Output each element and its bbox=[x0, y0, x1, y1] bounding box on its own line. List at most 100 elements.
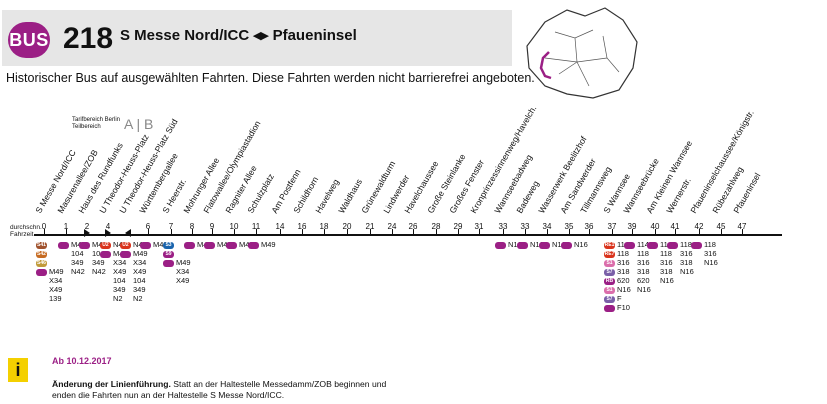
connection-line: 318 bbox=[660, 267, 673, 276]
line-badge: RB bbox=[604, 277, 615, 285]
connection-line: M49 bbox=[239, 240, 254, 249]
connection-line: 316 bbox=[617, 258, 630, 267]
spacer bbox=[36, 278, 47, 285]
route-map-icon bbox=[526, 7, 638, 99]
connection-line: 316 bbox=[637, 258, 650, 267]
spacer bbox=[79, 269, 90, 276]
line-badge: S41 bbox=[36, 241, 47, 249]
spacer bbox=[163, 278, 174, 285]
stop-tick bbox=[655, 229, 656, 235]
connection-line: 104 bbox=[71, 249, 84, 258]
stop-tick bbox=[742, 229, 743, 235]
stop-tick bbox=[458, 229, 459, 235]
connection-line: X34 bbox=[133, 258, 147, 267]
line-badge: S1 bbox=[604, 259, 615, 267]
connection-line: 620 bbox=[617, 276, 630, 285]
stop-minute: 9 bbox=[209, 222, 215, 231]
connection-line: X49 bbox=[49, 285, 63, 294]
line-badge: S1 bbox=[604, 286, 615, 294]
route-line bbox=[34, 234, 782, 236]
connection-line: F bbox=[617, 294, 622, 303]
connection-list: N16 bbox=[539, 240, 566, 249]
stop-minute: 45 bbox=[716, 222, 726, 231]
stop-minute: 31 bbox=[474, 222, 484, 231]
connection-line: 114 bbox=[637, 240, 649, 249]
connection-list: S41 S42 S46 M49 X34 X49 139 bbox=[36, 240, 64, 303]
connection-line: 118 bbox=[680, 240, 692, 249]
connection-line: 349 bbox=[71, 258, 84, 267]
route-title: S Messe Nord/ICC ◂▸ Pfaueninsel bbox=[120, 27, 357, 44]
stop-minute: 29 bbox=[453, 222, 463, 231]
stop-tick bbox=[612, 229, 613, 235]
stop-tick bbox=[44, 229, 45, 235]
stop-minute: 2 bbox=[84, 222, 90, 231]
connection-line: N16 bbox=[680, 267, 694, 276]
bus-icon bbox=[58, 241, 69, 249]
connection-line: N42 bbox=[113, 240, 127, 249]
bus-icon bbox=[184, 241, 195, 249]
spacer bbox=[624, 287, 635, 294]
header-bar bbox=[2, 10, 512, 66]
stop-minute: 37 bbox=[607, 222, 617, 231]
connection-list: M49 bbox=[226, 240, 254, 249]
line-badge: RE1 bbox=[604, 241, 615, 249]
stop-minute: 18 bbox=[319, 222, 329, 231]
stop-minute: 40 bbox=[650, 222, 660, 231]
connection-line: M49 bbox=[71, 240, 86, 249]
spacer bbox=[667, 269, 678, 276]
stop-tick bbox=[525, 229, 526, 235]
connection-line: X34 bbox=[176, 267, 190, 276]
stop-minute: 20 bbox=[342, 222, 352, 231]
connection-line: 118 bbox=[660, 249, 672, 258]
connection-line: M49 bbox=[49, 267, 64, 276]
line-badge: S7 bbox=[604, 295, 615, 303]
stop-minute: 7 bbox=[168, 222, 174, 231]
bus-icon bbox=[36, 268, 47, 276]
bus-icon bbox=[624, 241, 635, 249]
stop-tick bbox=[436, 229, 437, 235]
spacer bbox=[36, 287, 47, 294]
spacer bbox=[163, 269, 174, 276]
connection-line: 349 bbox=[113, 285, 126, 294]
stop-tick bbox=[192, 229, 193, 235]
connection-list: 114 118 316 318 N16 bbox=[647, 240, 674, 285]
connection-list: 114 118 316 318 620 N16 bbox=[624, 240, 651, 294]
spacer bbox=[58, 251, 69, 258]
line-badge: U2 bbox=[100, 241, 111, 249]
line-badge: RE7 bbox=[604, 250, 615, 258]
spacer bbox=[647, 278, 658, 285]
connection-line: N42 bbox=[133, 240, 147, 249]
direction-arrow-right bbox=[84, 229, 90, 237]
bus-icon bbox=[79, 241, 90, 249]
tariff-zones: A | B bbox=[124, 116, 154, 132]
bus-icon bbox=[667, 241, 678, 249]
line-badge: S3 bbox=[163, 241, 174, 249]
connection-line: 104 bbox=[133, 276, 146, 285]
connection-list: RE1 114 RE7 118 S1 316 S7 318 RB 620 S1 N16 S7 F F10 bbox=[604, 240, 631, 312]
connection-line: 114 bbox=[617, 240, 629, 249]
connection-line: N2 bbox=[133, 294, 143, 303]
connection-line: F10 bbox=[617, 303, 630, 312]
spacer bbox=[624, 251, 635, 258]
connection-line: N42 bbox=[92, 267, 106, 276]
spacer bbox=[79, 251, 90, 258]
spacer bbox=[100, 269, 111, 276]
spacer bbox=[624, 278, 635, 285]
stop-minute: 21 bbox=[365, 222, 375, 231]
connection-line: X34 bbox=[113, 258, 127, 267]
connection-line: 316 bbox=[660, 258, 673, 267]
line-badge: U2 bbox=[120, 241, 131, 249]
stop-minute: 16 bbox=[297, 222, 307, 231]
connection-line: 349 bbox=[133, 285, 146, 294]
spacer bbox=[79, 260, 90, 267]
connection-line: N42 bbox=[71, 267, 85, 276]
bus-icon bbox=[495, 241, 506, 249]
stop-tick bbox=[547, 229, 548, 235]
spacer bbox=[647, 260, 658, 267]
connection-line: N16 bbox=[660, 276, 674, 285]
info-date: Ab 10.12.2017 bbox=[52, 356, 112, 366]
bus-icon bbox=[163, 259, 174, 267]
stop-tick bbox=[280, 229, 281, 235]
stop-minute: 11 bbox=[251, 222, 261, 231]
connection-line: 104 bbox=[92, 249, 105, 258]
